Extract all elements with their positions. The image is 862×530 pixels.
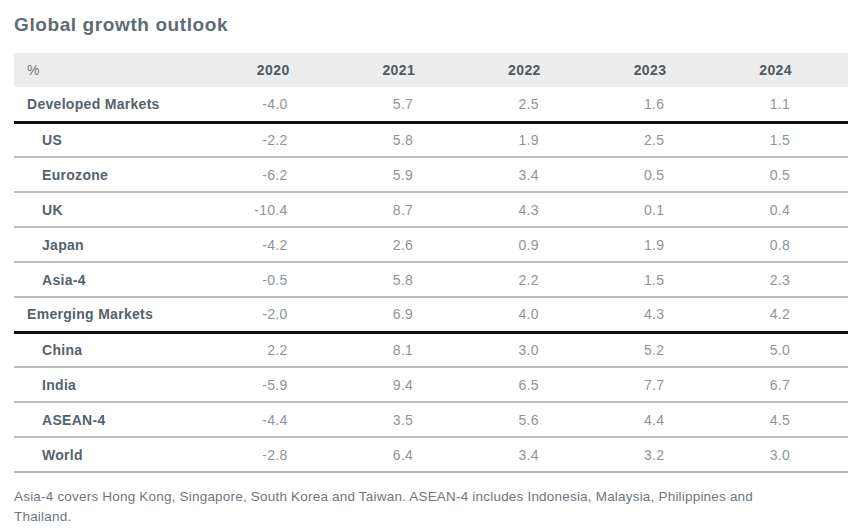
cell-value: 0.5: [722, 157, 848, 192]
cell-value: 3.0: [471, 332, 597, 367]
row-label: Developed Markets: [14, 87, 220, 122]
cell-value: -4.0: [220, 87, 346, 122]
cell-value: 1.5: [722, 122, 848, 157]
year-header-2023: 2023: [597, 53, 723, 87]
report-page: Global growth outlook % 2020202120222023…: [0, 0, 862, 530]
cell-value: -5.9: [220, 367, 346, 402]
cell-value: 3.4: [471, 157, 597, 192]
page-title: Global growth outlook: [14, 14, 848, 36]
cell-value: 2.2: [471, 262, 597, 297]
year-header-2022: 2022: [471, 53, 597, 87]
cell-value: 4.5: [722, 402, 848, 437]
row-label: Emerging Markets: [14, 297, 220, 332]
cell-value: 0.8: [722, 227, 848, 262]
row-label: Japan: [14, 227, 220, 262]
cell-value: 2.6: [346, 227, 472, 262]
cell-value: 0.1: [597, 192, 723, 227]
cell-value: 2.2: [220, 332, 346, 367]
cell-value: 1.6: [597, 87, 723, 122]
cell-value: 1.5: [597, 262, 723, 297]
cell-value: 8.1: [346, 332, 472, 367]
cell-value: 2.3: [722, 262, 848, 297]
cell-value: -2.2: [220, 122, 346, 157]
cell-value: 6.9: [346, 297, 472, 332]
cell-value: 5.0: [722, 332, 848, 367]
table-body: Developed Markets-4.05.72.51.61.1US-2.25…: [14, 87, 848, 472]
row-label: India: [14, 367, 220, 402]
cell-value: 5.6: [471, 402, 597, 437]
cell-value: 2.5: [597, 122, 723, 157]
year-header-2021: 2021: [346, 53, 472, 87]
cell-value: 6.4: [346, 437, 472, 472]
cell-value: 7.7: [597, 367, 723, 402]
cell-value: -0.5: [220, 262, 346, 297]
row-label: UK: [14, 192, 220, 227]
unit-header: %: [14, 53, 220, 87]
cell-value: 2.5: [471, 87, 597, 122]
table-row: ASEAN-4-4.43.55.64.44.5: [14, 402, 848, 437]
cell-value: -4.4: [220, 402, 346, 437]
cell-value: -2.0: [220, 297, 346, 332]
cell-value: 6.5: [471, 367, 597, 402]
cell-value: 0.5: [597, 157, 723, 192]
table-row: Emerging Markets-2.06.94.04.34.2: [14, 297, 848, 332]
cell-value: 5.9: [346, 157, 472, 192]
cell-value: 0.9: [471, 227, 597, 262]
cell-value: -10.4: [220, 192, 346, 227]
cell-value: -4.2: [220, 227, 346, 262]
year-header-2024: 2024: [722, 53, 848, 87]
cell-value: 4.3: [597, 297, 723, 332]
table-row: US-2.25.81.92.51.5: [14, 122, 848, 157]
table-header-row: % 20202021202220232024: [14, 53, 848, 87]
cell-value: 3.0: [722, 437, 848, 472]
row-label: China: [14, 332, 220, 367]
row-label: ASEAN-4: [14, 402, 220, 437]
cell-value: 5.2: [597, 332, 723, 367]
cell-value: 4.4: [597, 402, 723, 437]
table-row: UK-10.48.74.30.10.4: [14, 192, 848, 227]
table-row: Asia-4-0.55.82.21.52.3: [14, 262, 848, 297]
table-row: Developed Markets-4.05.72.51.61.1: [14, 87, 848, 122]
year-header-2020: 2020: [220, 53, 346, 87]
table-row: China2.28.13.05.25.0: [14, 332, 848, 367]
cell-value: 3.2: [597, 437, 723, 472]
cell-value: 4.2: [722, 297, 848, 332]
row-label: Eurozone: [14, 157, 220, 192]
row-label: US: [14, 122, 220, 157]
row-label: World: [14, 437, 220, 472]
cell-value: 1.9: [597, 227, 723, 262]
cell-value: 5.8: [346, 262, 472, 297]
cell-value: 4.3: [471, 192, 597, 227]
growth-outlook-table: % 20202021202220232024 Developed Markets…: [14, 53, 848, 473]
table-row: World-2.86.43.43.23.0: [14, 437, 848, 472]
footnote: Asia-4 covers Hong Kong, Singapore, Sout…: [14, 487, 814, 528]
cell-value: 8.7: [346, 192, 472, 227]
cell-value: 5.8: [346, 122, 472, 157]
cell-value: 3.5: [346, 402, 472, 437]
cell-value: 6.7: [722, 367, 848, 402]
cell-value: 5.7: [346, 87, 472, 122]
cell-value: -2.8: [220, 437, 346, 472]
cell-value: 4.0: [471, 297, 597, 332]
cell-value: 1.9: [471, 122, 597, 157]
table-row: Japan-4.22.60.91.90.8: [14, 227, 848, 262]
cell-value: 0.4: [722, 192, 848, 227]
cell-value: 9.4: [346, 367, 472, 402]
table-row: Eurozone-6.25.93.40.50.5: [14, 157, 848, 192]
table-row: India-5.99.46.57.76.7: [14, 367, 848, 402]
cell-value: 3.4: [471, 437, 597, 472]
row-label: Asia-4: [14, 262, 220, 297]
cell-value: 1.1: [722, 87, 848, 122]
cell-value: -6.2: [220, 157, 346, 192]
